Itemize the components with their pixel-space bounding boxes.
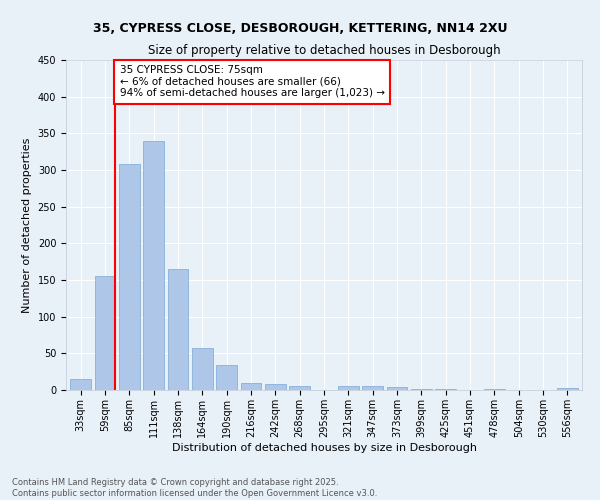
Bar xyxy=(265,384,286,390)
Bar xyxy=(216,365,237,390)
Bar xyxy=(119,164,140,390)
Bar xyxy=(338,386,359,390)
Bar xyxy=(386,387,407,390)
Bar xyxy=(70,379,91,390)
Text: 35, CYPRESS CLOSE, DESBOROUGH, KETTERING, NN14 2XU: 35, CYPRESS CLOSE, DESBOROUGH, KETTERING… xyxy=(93,22,507,36)
Text: Contains HM Land Registry data © Crown copyright and database right 2025.
Contai: Contains HM Land Registry data © Crown c… xyxy=(12,478,377,498)
Bar xyxy=(362,386,383,390)
Bar xyxy=(143,140,164,390)
Bar xyxy=(167,269,188,390)
Bar xyxy=(192,348,212,390)
Text: 35 CYPRESS CLOSE: 75sqm
← 6% of detached houses are smaller (66)
94% of semi-det: 35 CYPRESS CLOSE: 75sqm ← 6% of detached… xyxy=(119,65,385,98)
Bar xyxy=(557,388,578,390)
Title: Size of property relative to detached houses in Desborough: Size of property relative to detached ho… xyxy=(148,44,500,58)
Bar xyxy=(95,276,115,390)
Bar xyxy=(289,386,310,390)
Bar xyxy=(411,388,432,390)
X-axis label: Distribution of detached houses by size in Desborough: Distribution of detached houses by size … xyxy=(172,442,476,452)
Bar xyxy=(241,382,262,390)
Y-axis label: Number of detached properties: Number of detached properties xyxy=(22,138,32,312)
